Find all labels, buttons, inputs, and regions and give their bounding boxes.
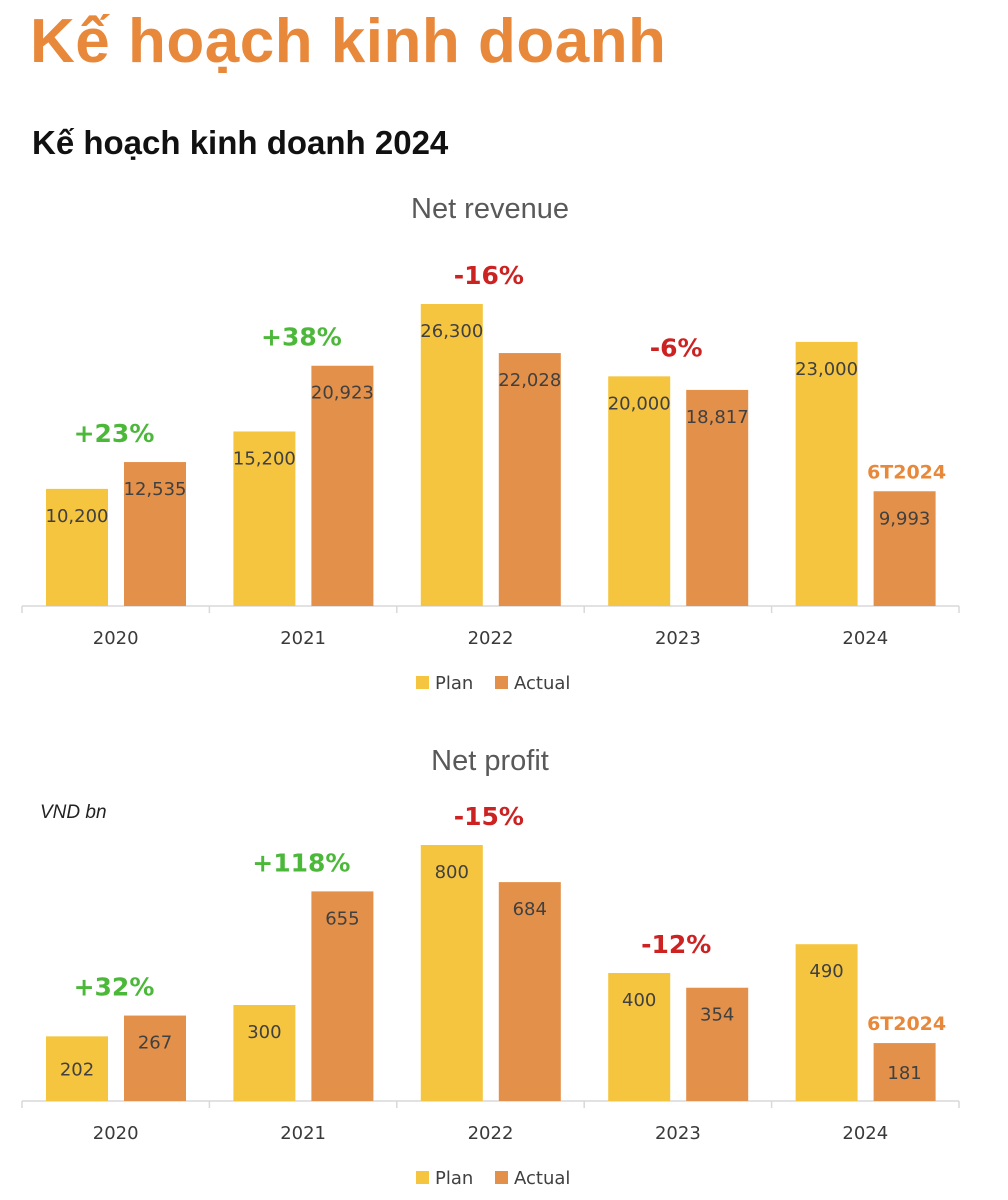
revenue-data-label-plan-2021: 15,200 (233, 448, 296, 469)
revenue-bar-actual-2024 (873, 491, 936, 606)
revenue-data-label-plan-2023: 20,000 (608, 393, 671, 414)
revenue-bar-plan-2022 (420, 304, 483, 606)
profit-legend-label-plan: Plan (435, 1168, 473, 1189)
profit-data-label-actual-2020: 267 (138, 1033, 172, 1054)
revenue-bar-plan-2024 (795, 341, 858, 606)
profit-data-label-plan-2023: 400 (622, 990, 656, 1011)
revenue-bar-actual-2020 (124, 462, 186, 606)
profit-chart-title: Net profit (431, 745, 549, 777)
profit-bar-plan-2023 (608, 973, 671, 1101)
revenue-bar-actual-2023 (686, 389, 749, 606)
profit-annotation-2022: -15% (454, 802, 524, 831)
profit-x-tick-label: 2022 (468, 1123, 514, 1144)
page-subtitle: Kế hoạch kinh doanh 2024 (32, 124, 449, 161)
net-revenue-chart: Net revenue 10,200 15,200 26,300 20,000 23,00… (21, 193, 960, 694)
profit-bar-plan-2024 (795, 944, 858, 1101)
profit-annotation-2020: +32% (74, 973, 155, 1002)
profit-bar-actual-2022 (498, 882, 561, 1101)
profit-bar-actual-2024 (873, 1043, 936, 1101)
profit-legend-label-actual: Actual (514, 1168, 570, 1189)
profit-annotation-2021: +118% (252, 848, 350, 877)
profit-x-tick-label: 2023 (655, 1123, 701, 1144)
revenue-data-label-actual-2024: 9,993 (879, 508, 931, 529)
revenue-data-label-actual-2021: 20,923 (311, 383, 374, 404)
profit-data-label-plan-2024: 490 (809, 961, 843, 982)
revenue-data-label-plan-2020: 10,200 (46, 506, 109, 527)
revenue-x-tick-label: 2022 (468, 628, 514, 649)
revenue-data-label-plan-2022: 26,300 (420, 321, 483, 342)
revenue-x-tick-label: 2024 (842, 628, 888, 649)
profit-data-label-plan-2022: 800 (435, 862, 469, 883)
revenue-data-label-plan-2024: 23,000 (795, 359, 858, 380)
page-title: Kế hoạch kinh doanh (30, 7, 667, 76)
profit-annotation-2023: -12% (641, 930, 711, 959)
profit-x-tick-label: 2021 (280, 1123, 326, 1144)
revenue-x-tick-label: 2021 (280, 628, 326, 649)
profit-bar-plan-2020 (46, 1036, 108, 1101)
revenue-annotation-2021: +38% (261, 323, 342, 352)
profit-x-tick-label: 2020 (93, 1123, 139, 1144)
revenue-annotation-2024: 6T2024 (867, 461, 946, 483)
profit-data-label-actual-2022: 684 (513, 899, 547, 920)
profit-legend-swatch-actual (495, 1171, 508, 1184)
profit-unit-label: VND bn (40, 802, 107, 823)
profit-data-label-actual-2023: 354 (700, 1005, 734, 1026)
profit-bar-actual-2021 (311, 891, 374, 1101)
revenue-chart-title: Net revenue (411, 193, 569, 225)
profit-data-label-plan-2021: 300 (247, 1022, 281, 1043)
revenue-annotation-2020: +23% (74, 419, 155, 448)
profit-bar-actual-2023 (686, 987, 749, 1101)
revenue-bar-plan-2021 (233, 431, 296, 606)
profit-data-label-plan-2020: 202 (60, 1060, 94, 1081)
revenue-data-label-actual-2022: 22,028 (498, 370, 561, 391)
revenue-data-label-actual-2020: 12,535 (124, 479, 187, 500)
revenue-bar-plan-2023 (608, 376, 671, 606)
revenue-x-tick-label: 2023 (655, 628, 701, 649)
revenue-data-label-actual-2023: 18,817 (686, 407, 749, 428)
revenue-annotation-2023: -6% (650, 333, 703, 362)
revenue-legend-swatch-plan (416, 676, 429, 689)
revenue-legend-label-plan: Plan (435, 673, 473, 694)
revenue-bar-plan-2020 (46, 488, 108, 606)
revenue-legend-swatch-actual (495, 676, 508, 689)
profit-bar-plan-2022 (420, 845, 483, 1101)
profit-data-label-actual-2021: 655 (325, 908, 359, 929)
profit-bar-plan-2021 (233, 1005, 296, 1101)
profit-data-label-actual-2024: 181 (887, 1063, 921, 1084)
revenue-annotation-2022: -16% (454, 261, 524, 290)
profit-x-tick-label: 2024 (842, 1123, 888, 1144)
profit-annotation-2024: 6T2024 (867, 1013, 946, 1035)
profit-bar-actual-2020 (124, 1015, 186, 1101)
revenue-bar-actual-2022 (498, 353, 561, 606)
revenue-x-tick-label: 2020 (93, 628, 139, 649)
revenue-legend-label-actual: Actual (514, 673, 570, 694)
profit-legend-swatch-plan (416, 1171, 429, 1184)
revenue-bar-actual-2021 (311, 365, 374, 606)
